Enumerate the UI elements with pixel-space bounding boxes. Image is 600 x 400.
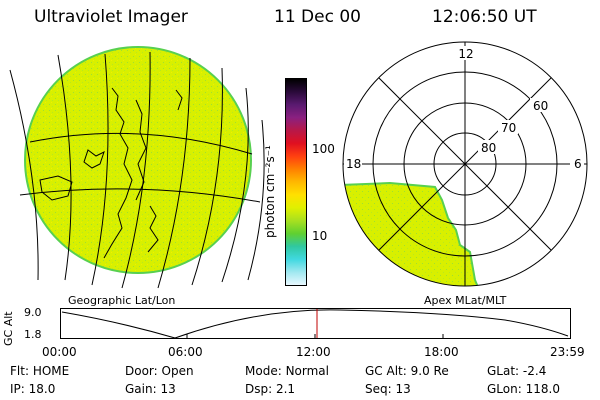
auroral-oval-fill <box>343 181 482 286</box>
mlat-label-60: 60 <box>533 99 548 113</box>
timeline-x-tick-0600: 06:00 <box>168 345 203 359</box>
timeline-y-tick-bottom: 1.8 <box>24 328 42 341</box>
mlat-label-70: 70 <box>501 121 516 135</box>
status-gain: Gain: 13 <box>125 382 176 396</box>
altitude-timeline-plot <box>60 308 571 339</box>
status-door: Door: Open <box>125 364 194 378</box>
colorbar-tick-100: 100 <box>312 142 335 156</box>
timeline-y-axis-label: GC Alt <box>2 311 15 346</box>
mlt-label-18: 18 <box>346 157 361 171</box>
status-glon: GLon: 118.0 <box>487 382 560 396</box>
status-ip: IP: 18.0 <box>10 382 56 396</box>
right-panel-caption: Apex MLat/MLT <box>424 294 507 307</box>
status-dsp: Dsp: 2.1 <box>245 382 296 396</box>
timeline-ticks <box>186 334 444 339</box>
timeline-x-tick-1800: 18:00 <box>424 345 459 359</box>
mlt-label-6: 6 <box>574 157 582 171</box>
status-seq: Seq: 13 <box>365 382 411 396</box>
status-mode: Mode: Normal <box>245 364 329 378</box>
colorbar-tick-10: 10 <box>312 229 328 243</box>
timeline-x-tick-0000: 00:00 <box>42 345 77 359</box>
status-glat: GLat: -2.4 <box>487 364 547 378</box>
timeline-y-tick-top: 9.0 <box>24 306 42 319</box>
mlt-lines <box>343 42 587 286</box>
geographic-map-panel <box>9 46 265 289</box>
observation-date: 11 Dec 00 <box>274 7 361 27</box>
coastline-outlines <box>39 87 183 259</box>
colorbar-unit-label: photon cm⁻²s⁻¹ <box>263 145 277 238</box>
mlt-label-12: 12 <box>458 47 473 61</box>
observation-time: 12:06:50 UT <box>432 7 537 27</box>
timeline-x-tick-2359: 23:59 <box>550 345 585 359</box>
instrument-title: Ultraviolet Imager <box>34 7 188 27</box>
lon-grid-lines <box>9 51 265 289</box>
altitude-curve <box>61 309 569 339</box>
status-flt: Flt: HOME <box>10 364 70 378</box>
mlat-label-80: 80 <box>481 141 496 155</box>
status-gc-alt: GC Alt: 9.0 Re <box>365 364 449 378</box>
polar-mlat-mlt-panel: 12 18 6 60 70 80 <box>342 41 588 287</box>
auroral-image-disk <box>24 46 252 274</box>
intensity-colorbar <box>285 78 307 286</box>
timeline-x-tick-1200: 12:00 <box>296 345 331 359</box>
left-panel-caption: Geographic Lat/Lon <box>68 294 176 307</box>
